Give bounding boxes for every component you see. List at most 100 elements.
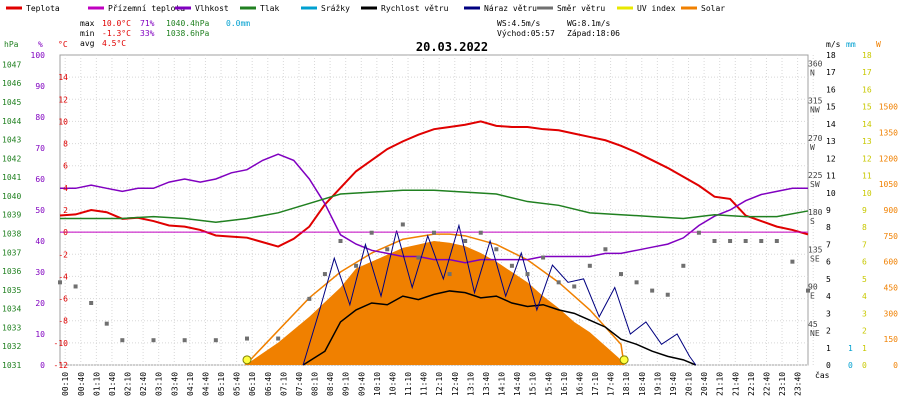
x-tick-label: 07:40 xyxy=(295,372,304,396)
wind-dir-point xyxy=(182,338,187,343)
wind-dir-point xyxy=(759,239,764,243)
dir-tick-direction: N xyxy=(810,68,815,77)
temp-axis-label: °C xyxy=(58,40,68,49)
x-tick-label: 12:40 xyxy=(451,372,460,396)
ms-tick-label: 16 xyxy=(826,85,836,94)
legend-label: UV index xyxy=(637,4,676,13)
wind-dir-point xyxy=(572,284,577,289)
temp-tick-label: 12 xyxy=(58,95,68,104)
hpa-tick-label: 1043 xyxy=(2,136,21,145)
hpa-tick-label: 1045 xyxy=(2,98,21,107)
x-tick-label: 09:10 xyxy=(342,372,351,396)
wind-dir-point xyxy=(696,230,701,235)
ms-tick-label: 8 xyxy=(826,223,831,232)
x-tick-label: 00:40 xyxy=(77,372,86,396)
ms-tick-label: 5 xyxy=(826,275,831,284)
stat-value: 10.0°C xyxy=(102,19,131,28)
ms-tick-label: 13 xyxy=(826,137,836,146)
x-tick-label: 15:40 xyxy=(544,372,553,396)
hpa-axis-label: hPa xyxy=(4,40,19,49)
wind-dir-point xyxy=(665,292,670,297)
uv-point xyxy=(619,355,629,365)
x-tick-label: 01:40 xyxy=(108,372,117,396)
legend-label: Srážky xyxy=(321,4,350,13)
legend-label: Rychlost větru xyxy=(381,4,449,13)
ms-tick-label: 7 xyxy=(826,240,831,249)
x-tick-label: 11:10 xyxy=(404,372,413,396)
temp-tick-label: 8 xyxy=(63,140,68,149)
wind-dir-point xyxy=(213,338,218,343)
uv-tick-label: 2 xyxy=(862,327,867,336)
wind-dir-point xyxy=(73,284,78,289)
x-tick-label: 06:40 xyxy=(264,372,273,396)
uv-tick-label: 1 xyxy=(862,344,867,353)
series-line xyxy=(59,120,809,248)
ms-tick-label: 18 xyxy=(826,51,836,60)
x-tick-label: 14:10 xyxy=(498,372,507,396)
wind-dir-point xyxy=(790,259,795,264)
w-tick-label: 1350 xyxy=(879,129,898,138)
x-tick-label: 19:10 xyxy=(653,372,662,396)
legend-label: Náraz větru xyxy=(484,4,537,13)
wind-dir-point xyxy=(276,336,281,341)
x-tick-label: 20:40 xyxy=(700,372,709,396)
w-tick-label: 750 xyxy=(884,232,899,241)
stat-value: 0.0mm xyxy=(226,19,250,28)
dir-tick-direction: S xyxy=(810,217,815,226)
uv-tick-label: 8 xyxy=(862,223,867,232)
ms-tick-label: 14 xyxy=(826,120,836,129)
w-tick-label: 1500 xyxy=(879,103,898,112)
temp-tick-label: -8 xyxy=(58,317,68,326)
x-tick-label: 07:10 xyxy=(279,372,288,396)
x-tick-label: 00:10 xyxy=(61,372,70,396)
temp-tick-label: 10 xyxy=(58,117,68,126)
x-tick-label: 04:10 xyxy=(186,372,195,396)
stat-value: 1038.6hPa xyxy=(166,29,210,38)
dir-tick-label: 180 xyxy=(808,208,823,217)
stat-value: avg xyxy=(80,39,95,48)
dir-tick-direction: NE xyxy=(810,329,820,338)
solar-series xyxy=(244,233,625,366)
temp-tick-label: -4 xyxy=(58,272,68,281)
stat-value: -1.3°C xyxy=(102,29,131,38)
uv-tick-label: 9 xyxy=(862,206,867,215)
wind-dir-point xyxy=(432,230,436,235)
x-tick-label: 02:40 xyxy=(139,372,148,396)
x-tick-label: 13:10 xyxy=(466,372,475,396)
wind-dir-point xyxy=(89,301,94,305)
wind-dir-point xyxy=(806,288,810,293)
hpa-tick-label: 1041 xyxy=(2,173,21,182)
uv-tick-label: 16 xyxy=(862,85,872,94)
legend-label: Solar xyxy=(701,4,725,13)
ms-tick-label: 0 xyxy=(826,361,831,370)
x-tick-label: 01:10 xyxy=(92,372,101,396)
wind-dir-point xyxy=(634,280,639,285)
mm-axis-label: mm xyxy=(846,40,856,49)
ms-tick-label: 10 xyxy=(826,189,836,198)
temp-tick-label: -12 xyxy=(54,361,69,370)
temp-tick-label: 14 xyxy=(58,73,68,82)
ms-tick-label: 9 xyxy=(826,206,831,215)
dir-tick-label: 135 xyxy=(808,245,823,254)
x-tick-label: 23:40 xyxy=(794,372,803,396)
x-tick-label: 22:10 xyxy=(747,372,756,396)
x-tick-label: 05:40 xyxy=(233,372,242,396)
hpa-tick-label: 1035 xyxy=(2,286,21,295)
wind-dir-point xyxy=(650,288,655,293)
ms-tick-label: 3 xyxy=(826,309,831,318)
dir-tick-direction: E xyxy=(810,292,815,301)
wind-dir-point xyxy=(509,263,514,268)
temp-tick-label: -2 xyxy=(58,250,68,259)
dir-tick-label: 315 xyxy=(808,97,823,106)
wind-dir-point xyxy=(385,247,390,252)
wind-dir-point xyxy=(556,280,561,285)
wind-dir-point xyxy=(322,272,327,277)
hpa-tick-label: 1033 xyxy=(2,323,21,332)
dir-tick-label: 45 xyxy=(808,320,818,329)
ms-tick-label: 17 xyxy=(826,68,836,77)
stat-value: 71% xyxy=(140,19,155,28)
wind-dir-point xyxy=(728,239,733,243)
legend-label: Teplota xyxy=(26,4,60,13)
x-tick-label: 16:40 xyxy=(575,372,584,396)
wind-dir-point xyxy=(525,272,530,277)
